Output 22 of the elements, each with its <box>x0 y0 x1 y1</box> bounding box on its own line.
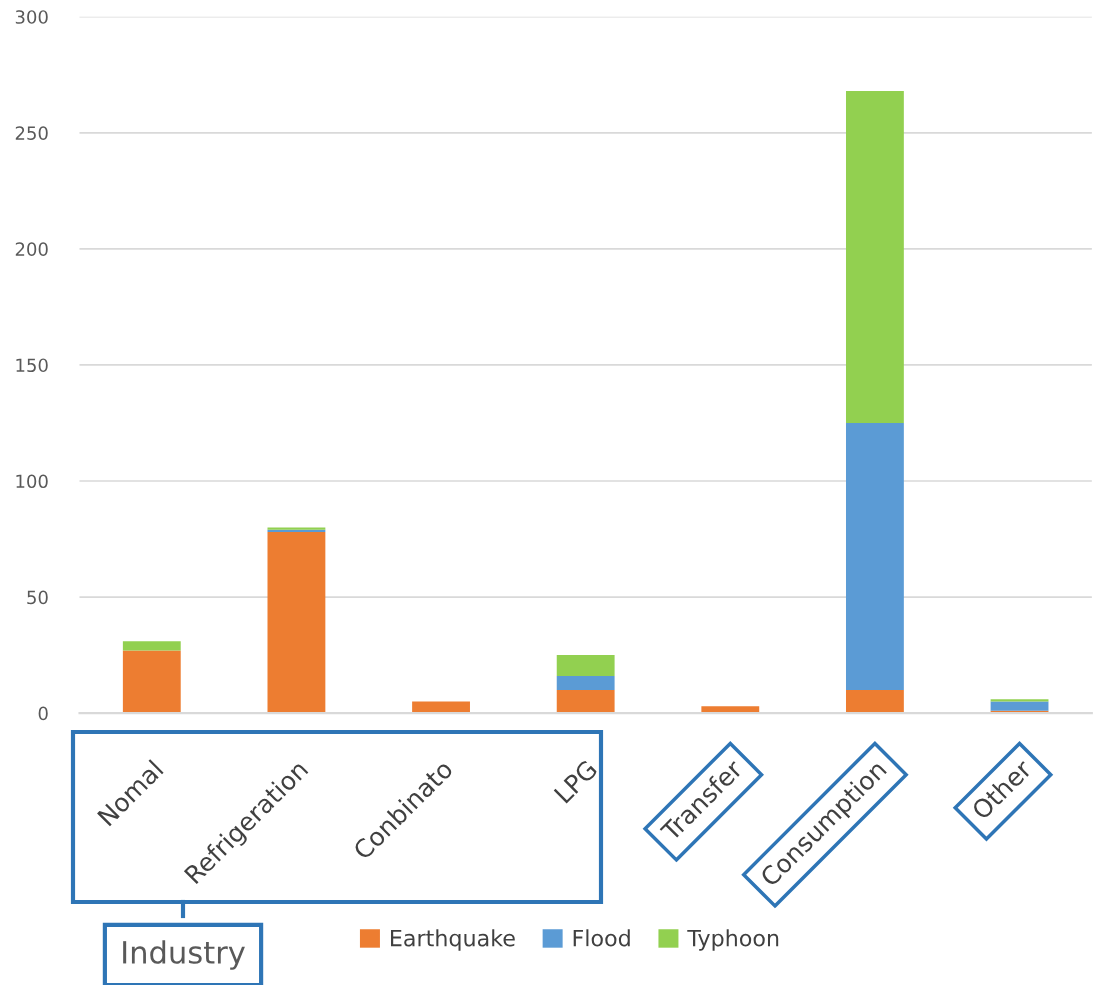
legend-label: Earthquake <box>391 929 515 951</box>
bar <box>122 650 181 714</box>
y-tick-label: 0 <box>38 706 48 721</box>
y-tick-label: 150 <box>16 358 48 373</box>
text: Industry <box>123 940 245 970</box>
bar <box>556 655 615 676</box>
bar <box>846 91 904 423</box>
y-tick-label: 50 <box>27 590 48 605</box>
y-tick-label: 300 <box>15 10 48 24</box>
bar <box>846 689 904 714</box>
y-tick-label: 250 <box>15 126 48 140</box>
bar <box>556 676 615 690</box>
y-tick-label: 100 <box>16 474 48 489</box>
bar <box>267 532 326 714</box>
bar <box>990 701 1049 711</box>
bar <box>122 641 181 651</box>
bar <box>990 699 1049 702</box>
y-tick-label: 200 <box>15 242 48 256</box>
bar <box>846 422 904 690</box>
legend-label: Typhoon <box>687 929 779 951</box>
bar <box>556 689 615 714</box>
legend-label: Flood <box>573 929 630 947</box>
